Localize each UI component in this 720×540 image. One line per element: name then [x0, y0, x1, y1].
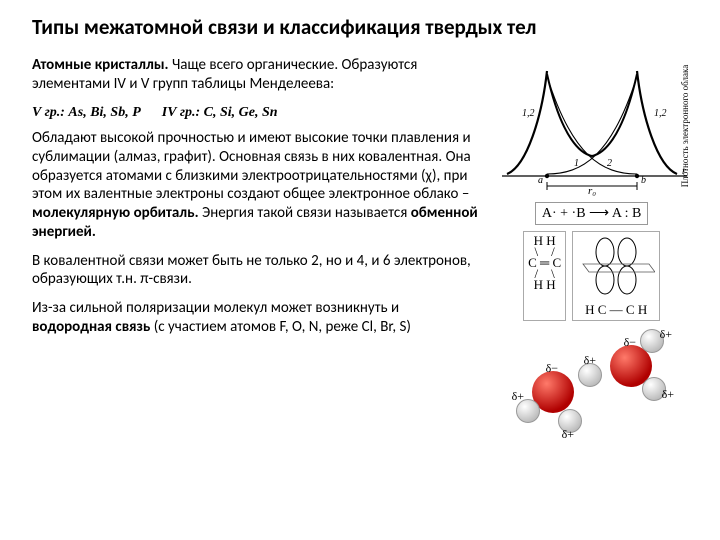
text-column: Атомные кристаллы. Чаще всего органическ…	[32, 56, 479, 437]
figure-column: Плотность электронного облака r₀ a b r 1…	[487, 56, 696, 437]
para-4a: Из-за сильной поляризации молекул может …	[32, 299, 399, 317]
para-2: Обладают высокой прочностью и имеют высо…	[32, 129, 479, 242]
page-title: Типы межатомной связи и классификация тв…	[32, 14, 696, 40]
para-3: В ковалентной связи может быть не только…	[32, 252, 479, 290]
orbital-structure: H C — C H	[572, 231, 660, 321]
para-1: Атомные кристаллы. Чаще всего органическ…	[32, 56, 479, 94]
para-2c: Энергия такой связи называется	[199, 204, 411, 222]
svg-text:a: a	[538, 175, 543, 186]
svg-text:1: 1	[574, 158, 579, 169]
charge-label: δ−	[624, 335, 636, 350]
group-iv: IV гр.: C, Si, Ge, Sn	[162, 105, 278, 120]
para-2a: Обладают высокой прочностью и имеют высо…	[32, 129, 471, 203]
svg-text:2: 2	[607, 158, 612, 169]
struct-bot: H H	[528, 278, 561, 292]
density-curve-diagram: Плотность электронного облака r₀ a b r 1…	[492, 56, 692, 196]
charge-label: δ+	[584, 353, 596, 368]
hbond-molecule-figure: δ+ δ+ δ+ δ+ δ+ δ− δ−	[512, 327, 672, 437]
term-molecular-orbital: молекулярную орбиталь.	[32, 204, 199, 222]
para-4: Из-за сильной поляризации молекул может …	[32, 299, 479, 337]
charge-label: δ+	[662, 387, 674, 402]
term-atomic-crystals: Атомные кристаллы.	[32, 56, 169, 74]
pi-orbital-icon	[577, 234, 655, 298]
charge-label: δ+	[562, 427, 574, 442]
ethylene-structure: H H \ / C ═ C / \ H H	[523, 231, 566, 321]
svg-text:1,2: 1,2	[654, 108, 667, 119]
svg-text:r: r	[682, 166, 686, 177]
structure-diagrams: H H \ / C ═ C / \ H H	[523, 231, 660, 321]
charge-label: δ+	[512, 389, 524, 404]
group-elements: V гр.: As, Bi, Sb, P IV гр.: C, Si, Ge, …	[32, 104, 479, 122]
svg-text:1,2: 1,2	[522, 108, 535, 119]
para-4c: (с участием атомов F, O, N, реже Cl, Br,…	[150, 318, 411, 336]
struct-right-label: H C — C H	[577, 302, 655, 318]
bond-reaction-scheme: A· + ·B ⟶ A : B	[535, 202, 649, 225]
charge-label: δ+	[660, 327, 672, 342]
group-v: V гр.: As, Bi, Sb, P	[32, 105, 141, 120]
term-hydrogen-bond: водородная связь	[32, 318, 150, 336]
svg-text:b: b	[641, 175, 646, 186]
charge-label: δ−	[546, 361, 558, 376]
svg-text:r₀: r₀	[588, 185, 596, 196]
